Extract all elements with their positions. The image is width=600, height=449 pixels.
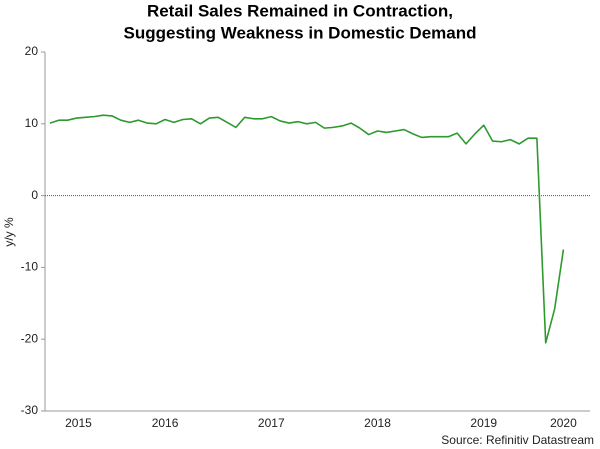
x-tick-label: 2015: [65, 416, 92, 430]
y-tick-label: 20: [25, 44, 39, 58]
x-tick-label: 2020: [550, 416, 577, 430]
y-tick-label: -10: [21, 260, 39, 274]
y-tick-label: -30: [21, 403, 39, 417]
data-line: [49, 114, 565, 344]
x-tick-label: 2018: [364, 416, 391, 430]
y-tick-label: -20: [21, 331, 39, 345]
x-tick-label: 2019: [470, 416, 497, 430]
y-tick-label: 10: [25, 116, 39, 130]
x-tick-label: 2017: [258, 416, 285, 430]
chart-title: Retail Sales Remained in Contraction,: [147, 1, 453, 20]
y-axis-label: y/y %: [2, 217, 16, 247]
y-tick-label: 0: [31, 188, 38, 202]
source-note: Source: Refinitiv Datastream: [441, 433, 594, 447]
chart-subtitle: Suggesting Weakness in Domestic Demand: [124, 23, 477, 42]
x-tick-label: 2016: [152, 416, 179, 430]
